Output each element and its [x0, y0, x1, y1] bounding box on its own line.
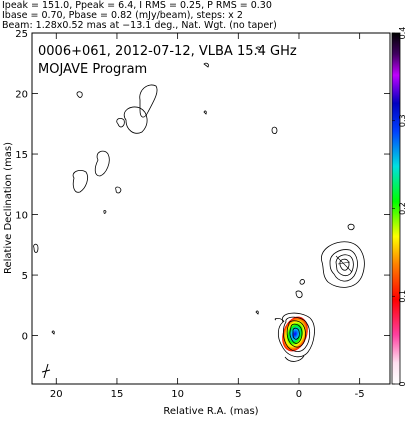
program-label: MOJAVE Program	[38, 62, 147, 77]
y-axis-ticks: 0 5 10 15 20 25	[15, 29, 390, 343]
x-axis-ticks: 20 15 10 5 0 -5	[50, 33, 365, 400]
faint-contours	[33, 46, 305, 335]
header-line-1: Ipeak = 151.0, Ppeak = 6.4, I RMS = 0.25…	[2, 0, 272, 11]
source-label: 0006+061, 2012-07-12, VLBA 15.4 GHz	[38, 44, 297, 59]
x-tick-label: 0	[296, 389, 302, 400]
x-tick-label: 10	[171, 389, 184, 400]
colorbar-tick-label: 0	[398, 381, 407, 386]
colorbar-tick-label: 0.4	[398, 27, 407, 40]
colorbar-ticks: 0 0.1 0.2 0.3 0.4	[392, 27, 407, 387]
x-tick-label: -5	[355, 389, 365, 400]
contour-layer	[33, 46, 365, 379]
header-line-2: Ibase = 0.70, Pbase = 0.82 (mJy/beam), s…	[2, 10, 243, 21]
y-tick-label: 15	[15, 150, 28, 161]
plot-frame	[31, 32, 391, 385]
x-tick-label: 15	[111, 389, 124, 400]
y-tick-label: 10	[15, 211, 28, 222]
colorbar-tick-label: 0.1	[398, 290, 407, 303]
y-tick-label: 5	[22, 271, 28, 282]
colorbar-tick-label: 0.2	[398, 202, 407, 215]
jet-knot-contours	[320, 223, 365, 288]
beam-marker	[41, 363, 51, 379]
colorbar-tick-label: 0.3	[398, 114, 407, 127]
y-axis-label: Relative Declination (mas)	[3, 142, 14, 274]
y-tick-label: 0	[22, 332, 28, 343]
x-tick-label: 5	[235, 389, 241, 400]
x-axis-label: Relative R.A. (mas)	[163, 406, 258, 417]
y-tick-label: 20	[15, 90, 28, 101]
y-tick-label: 25	[15, 29, 28, 40]
x-tick-label: 20	[50, 389, 63, 400]
core-contours	[274, 312, 315, 362]
header-line-3: Beam: 1.28x0.52 mas at −13.1 deg., Nat. …	[2, 20, 277, 31]
